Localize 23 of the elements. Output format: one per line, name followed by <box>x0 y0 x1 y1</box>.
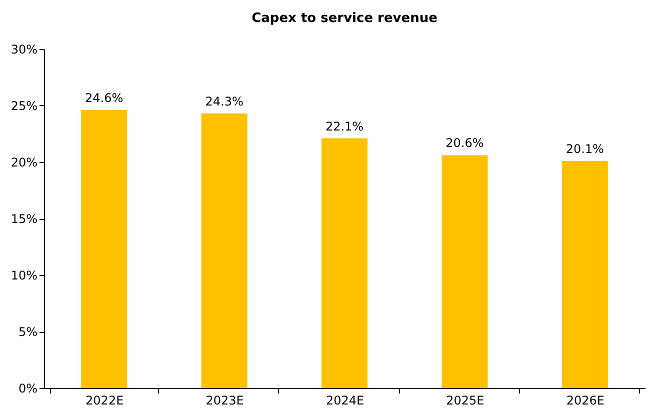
y-tick-label: 25% <box>10 99 38 113</box>
x-tick-label: 2026E <box>566 394 604 408</box>
x-tick-label: 2023E <box>206 394 244 408</box>
x-tick-label: 2022E <box>86 394 124 408</box>
data-label: 20.6% <box>446 136 484 150</box>
bar <box>201 113 248 388</box>
chart-title: Capex to service revenue <box>252 11 438 26</box>
y-tick-label: 5% <box>18 325 38 339</box>
bar <box>442 155 488 388</box>
data-label: 24.3% <box>205 94 244 108</box>
y-tick-label: 30% <box>10 42 38 56</box>
y-tick-label: 20% <box>10 156 38 170</box>
data-label: 24.6% <box>85 91 124 106</box>
data-label: 22.1% <box>325 119 364 134</box>
data-label: 20.1% <box>566 142 604 156</box>
bar <box>562 160 608 388</box>
x-tick-label: 2025E <box>446 394 484 408</box>
y-tick-label: 0% <box>18 382 38 396</box>
bar <box>322 138 368 388</box>
x-tick-label: 2024E <box>326 394 364 408</box>
bar <box>81 110 128 388</box>
y-tick-label: 15% <box>10 212 38 226</box>
y-tick-label: 10% <box>10 268 38 282</box>
